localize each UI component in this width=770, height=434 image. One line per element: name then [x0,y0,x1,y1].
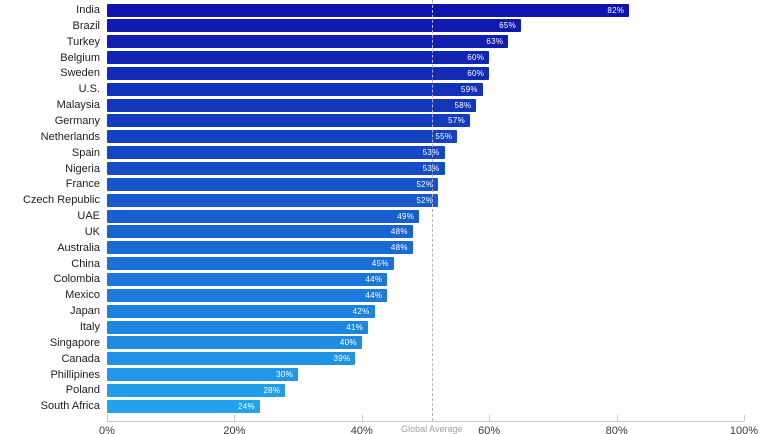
bar-value-label: 53% [422,148,440,158]
bar-value-label: 65% [499,21,517,31]
bar-value-label: 52% [416,195,434,205]
bar-value-label: 40% [339,338,357,348]
bar: 53% [107,162,445,175]
bar: 59% [107,82,483,96]
x-axis-tick [744,415,745,421]
x-axis [107,421,744,422]
global-average-line [431,0,433,421]
bar: 60% [107,66,490,80]
x-axis-tick-label: 40% [350,425,373,434]
country-label: Italy [79,321,100,333]
bar: 41% [107,320,369,334]
bar-value-label: 41% [346,322,364,332]
bar-value-label: 39% [333,354,351,364]
country-label: Netherlands [40,130,100,143]
bar-value-label: 59% [460,84,478,94]
bar-value-label: 57% [448,116,466,126]
bar-value-label: 24% [237,401,255,411]
bar-value-label: 82% [607,5,625,15]
bar: 42% [107,304,375,318]
bar: 63% [107,35,509,49]
country-label: Malaysia [56,99,100,112]
bar: 60% [107,51,490,65]
bar-value-label: 52% [416,179,434,189]
bar: 48% [107,241,413,255]
global-average-label: Global Average [401,424,463,434]
country-label: India [76,4,100,16]
bar-value-label: 60% [467,53,485,63]
country-label: Brazil [72,19,100,32]
bar-value-label: 48% [390,227,408,237]
x-axis-tick [489,415,491,421]
bar: 39% [107,352,356,366]
bar: 44% [107,272,388,286]
country-label: Colombia [53,273,100,286]
bar-value-label: 44% [365,290,383,300]
bar-value-label: 30% [276,370,294,380]
bar: 45% [107,257,394,271]
bar: 57% [107,114,471,128]
bar: 53% [107,146,445,160]
country-label: China [71,257,100,270]
bar-value-label: 60% [467,68,485,78]
bar: 58% [107,98,477,112]
bar: 24% [107,399,260,413]
bar-value-label: 53% [422,164,440,173]
country-label: Spain [71,146,100,159]
country-label: UAE [77,210,100,223]
bar: 52% [107,177,439,191]
country-label: Canada [61,352,100,365]
country-label: Australia [57,241,100,254]
country-label: Poland [65,384,100,397]
country-label: Sweden [60,67,100,80]
bar-value-label: 42% [352,306,370,316]
country-label: Singapore [49,336,100,349]
country-label: Belgium [60,51,100,64]
x-axis-tick [616,415,618,421]
bar-value-label: 58% [454,100,472,110]
country-label: UK [84,225,100,238]
bar-value-label: 45% [371,259,389,269]
bar: 40% [107,336,362,350]
bar: 55% [107,130,458,144]
bar-value-label: 49% [397,211,415,221]
bar-value-label: 63% [486,37,504,47]
bar: 28% [107,383,286,397]
x-axis-tick-label: 0% [99,425,115,434]
country-label: Mexico [65,289,100,302]
country-label: Nigeria [65,162,100,175]
bar: 48% [107,225,413,239]
country-label: Phillipines [50,368,100,381]
bar-value-label: 44% [365,274,383,284]
country-label: Germany [54,114,100,127]
bar-value-label: 55% [435,132,453,142]
country-label: U.S. [78,83,100,96]
bar: 49% [107,209,420,223]
x-axis-tick-label: 80% [605,425,628,434]
x-axis-tick [234,415,236,421]
bar: 52% [107,193,439,207]
x-axis-tick-label: 60% [478,425,501,434]
country-label: South Africa [40,400,100,413]
country-label: Turkey [66,35,100,48]
country-label: Czech Republic [22,194,100,207]
bar: 30% [107,368,299,382]
bar-value-label: 48% [390,243,408,253]
bar: 65% [107,19,522,33]
x-axis-tick-label: 20% [223,425,246,434]
bar: 82% [107,3,630,17]
x-axis-tick [361,415,363,421]
bar: 44% [107,288,388,302]
x-axis-tick [107,415,108,421]
country-label: France [65,178,100,191]
country-label: Japan [70,305,100,318]
x-axis-tick-label: 100% [729,425,759,434]
bar-value-label: 28% [263,385,281,395]
